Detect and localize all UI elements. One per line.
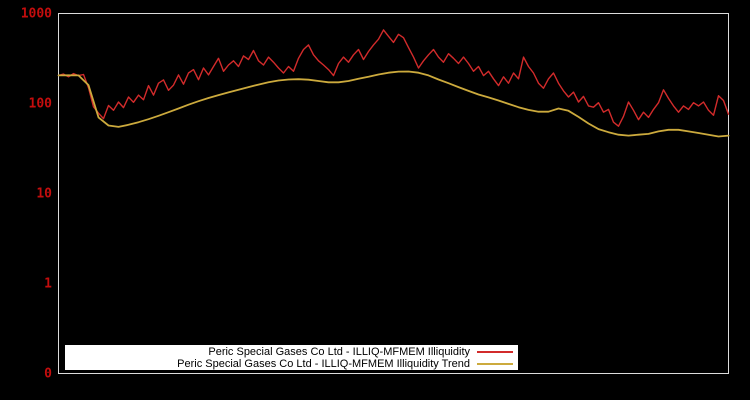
y-axis-tick-label: 1: [44, 276, 52, 291]
legend-label-trend: Peric Special Gases Co Ltd - ILLIQ-MFMEM…: [177, 357, 470, 370]
legend-item-illiquidity: Peric Special Gases Co Ltd - ILLIQ-MFMEM…: [65, 346, 518, 358]
y-axis-tick-label: 10: [36, 186, 52, 201]
y-axis-tick-label: 100: [28, 96, 52, 111]
plot-border: [58, 13, 729, 374]
trend-line-sample-icon: [477, 362, 513, 365]
illiquidity-trend-line: [57, 70, 730, 138]
y-axis-tick-label: 1000: [20, 6, 52, 21]
y-axis-tick-label: 0: [44, 366, 52, 381]
legend: Peric Special Gases Co Ltd - ILLIQ-MFMEM…: [65, 345, 518, 370]
legend-label-illiquidity: Peric Special Gases Co Ltd - ILLIQ-MFMEM…: [208, 345, 470, 358]
illiquidity-line: [57, 29, 730, 127]
legend-item-trend: Peric Special Gases Co Ltd - ILLIQ-MFMEM…: [65, 358, 518, 370]
red-line-sample-icon: [477, 350, 513, 353]
